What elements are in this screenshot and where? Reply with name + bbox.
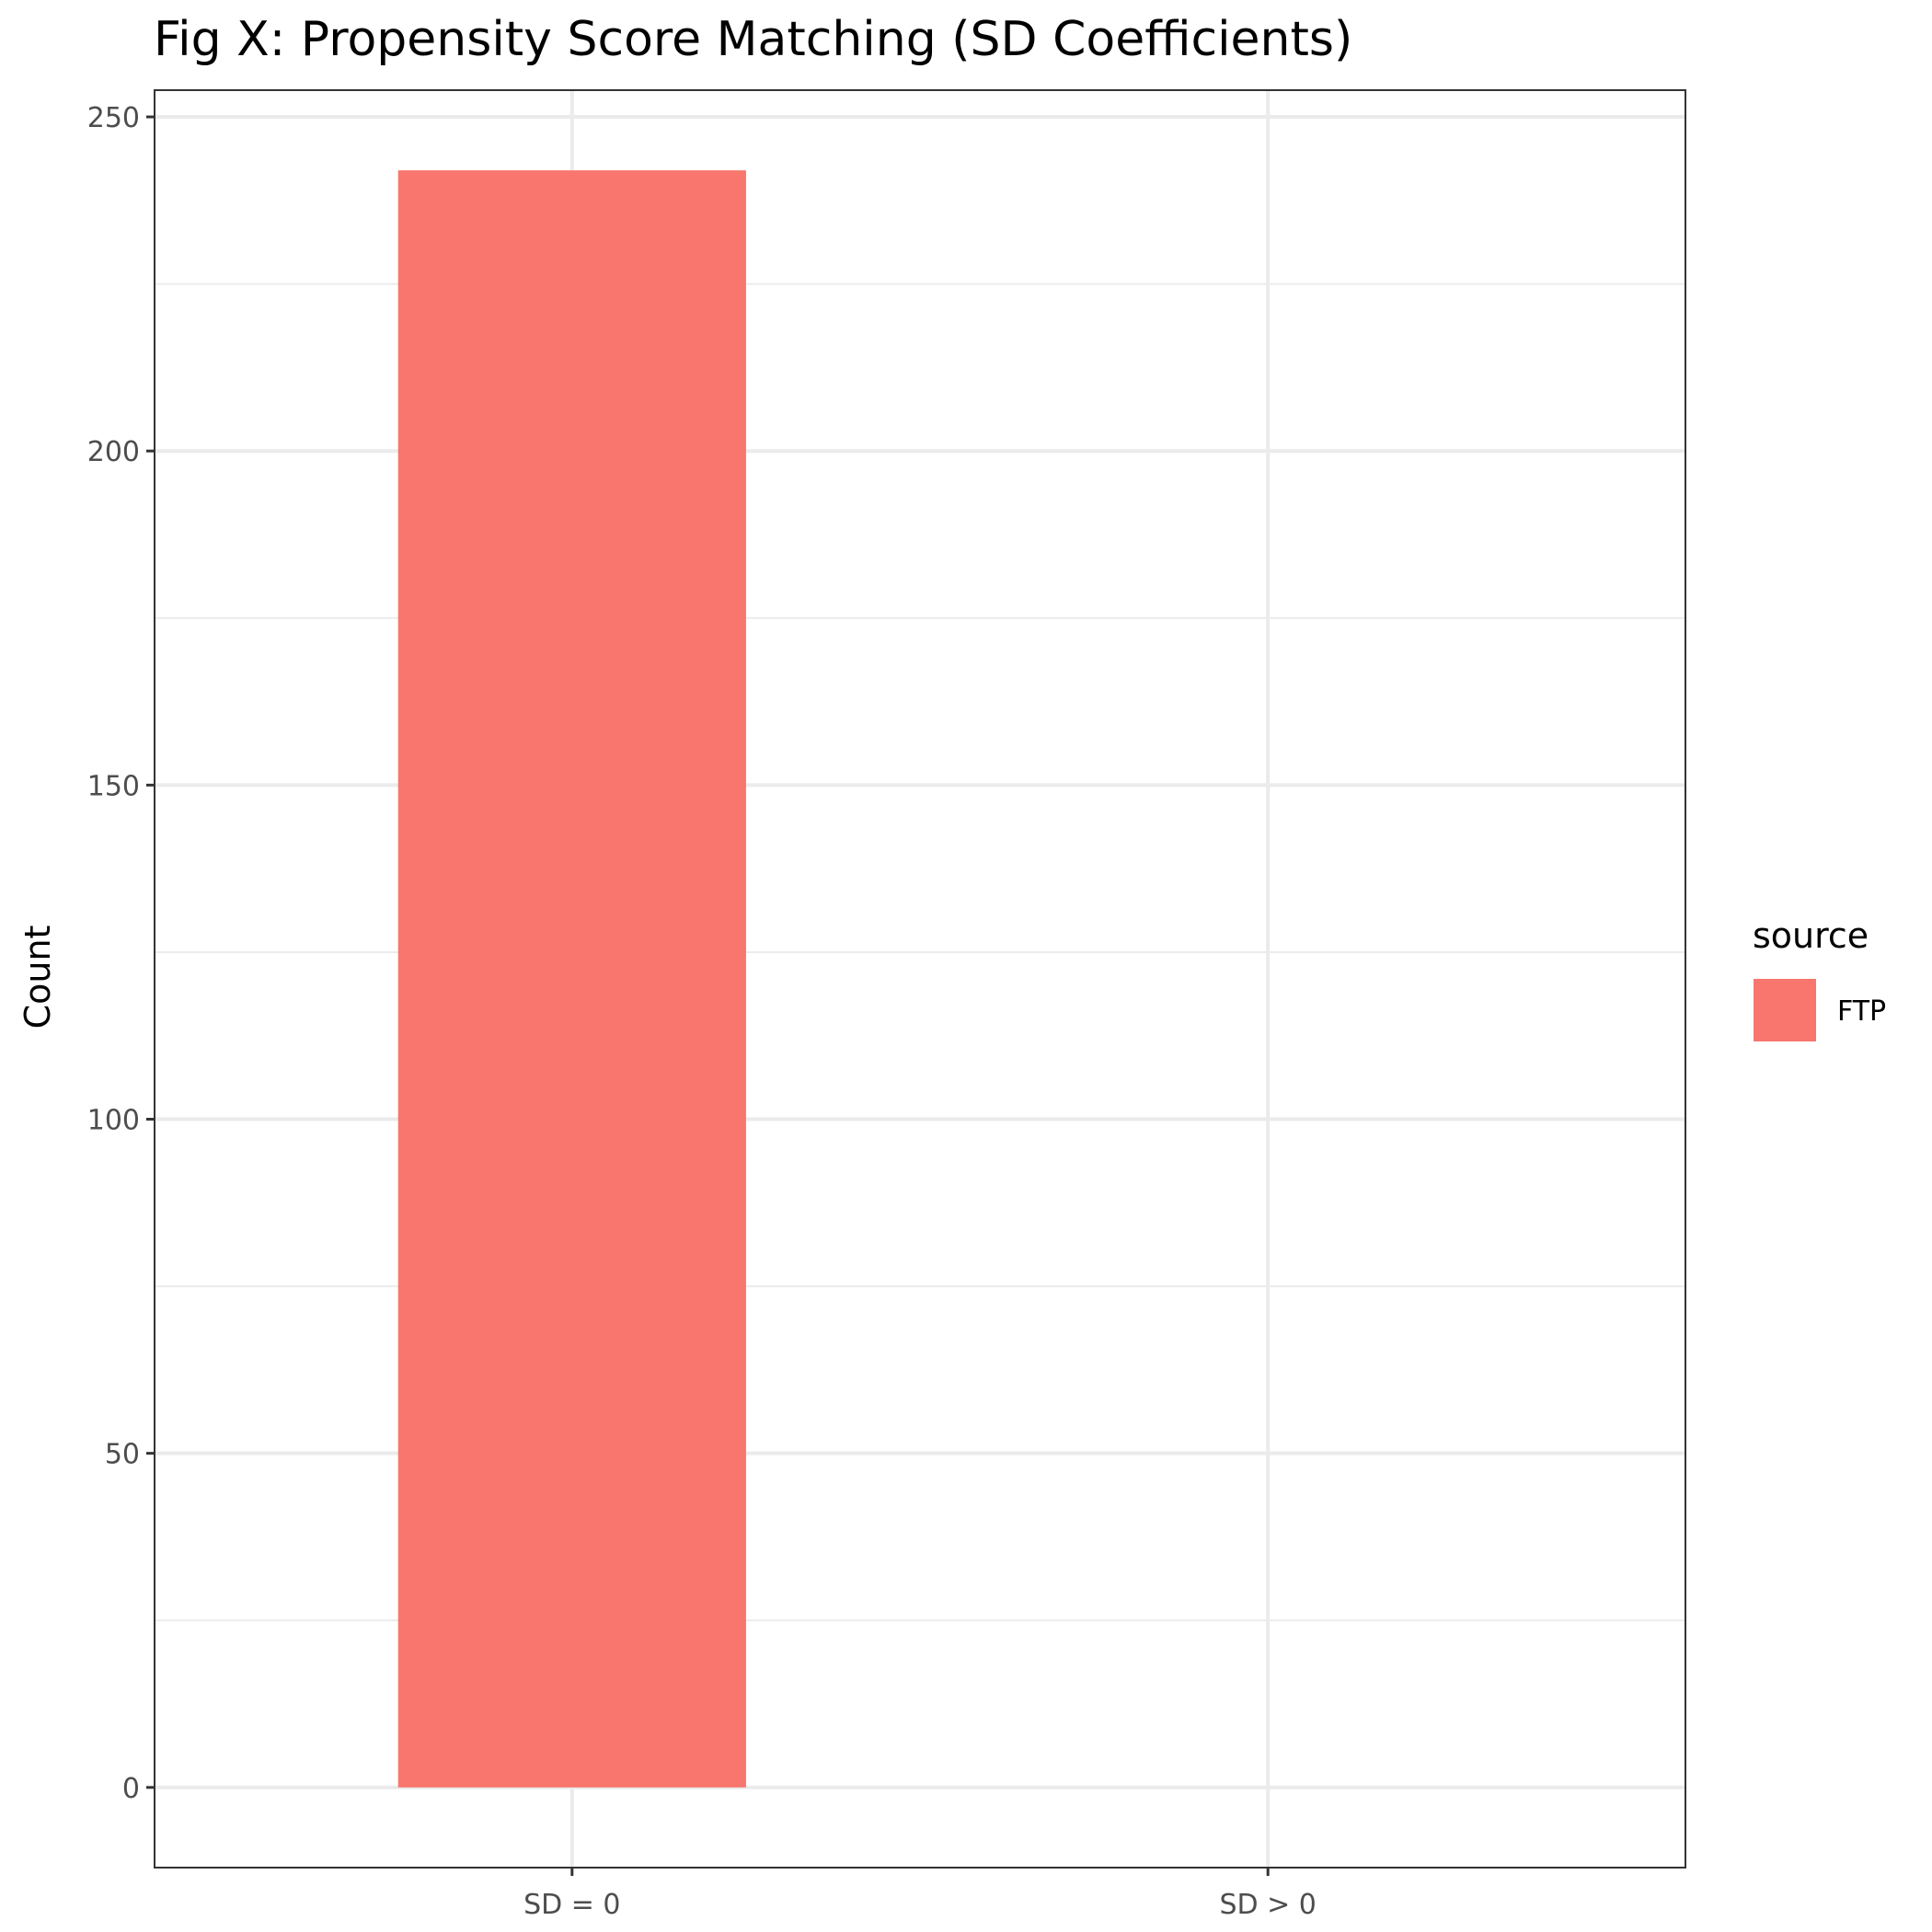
x-tick-label: SD > 0 (1219, 1889, 1316, 1921)
y-tick-label: 0 (122, 1773, 140, 1805)
bars (397, 170, 746, 1788)
x-tick-label: SD = 0 (523, 1889, 620, 1921)
plot-panel (154, 89, 1686, 1869)
y-tick-label: 100 (87, 1105, 140, 1137)
x-axis: SD = 0 SD > 0 (523, 1868, 1317, 1921)
legend: source FTP (1753, 915, 1886, 1041)
bar-sd-0 (397, 170, 746, 1788)
y-tick-label: 50 (105, 1439, 140, 1471)
chart-title: Fig X: Propensity Score Matching (SD Coe… (154, 12, 1352, 67)
legend-label-ftp: FTP (1837, 995, 1886, 1028)
y-tick-label: 150 (87, 770, 140, 802)
minor-gridlines (155, 282, 1685, 1622)
legend-key-ftp (1754, 979, 1816, 1041)
legend-items: FTP (1754, 979, 1886, 1041)
y-axis-title: Count (17, 926, 58, 1029)
y-tick-label: 200 (87, 436, 140, 468)
legend-title: source (1753, 915, 1869, 956)
y-tick-label: 250 (87, 102, 140, 134)
major-gridlines (155, 90, 1685, 1868)
y-axis: 0 50 100 150 200 250 (87, 102, 155, 1805)
panel-border (154, 89, 1686, 1869)
